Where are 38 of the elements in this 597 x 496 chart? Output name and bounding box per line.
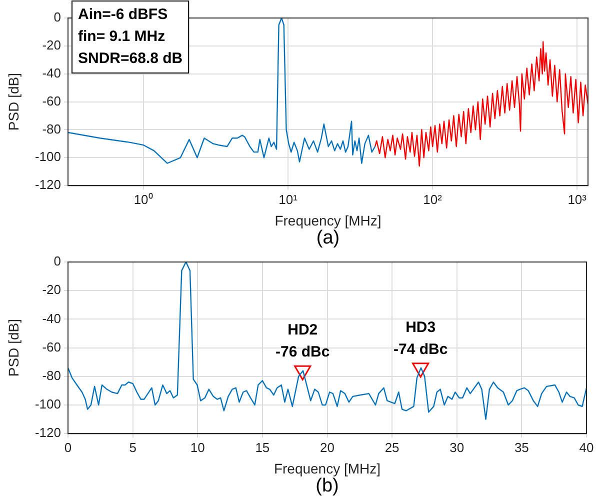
x-tick-label: 10³ [568,192,588,207]
x-tick-label: 10¹ [278,192,298,207]
y-tick-label: -20 [42,38,61,53]
y-tick-label: -40 [42,310,61,326]
y-tick-label: 0 [54,254,61,269]
y-tick-label: -80 [42,368,61,383]
y-tick-label: -80 [42,121,61,136]
x-axis-title: Frequency [MHz] [274,460,381,476]
x-tick-label: 40 [579,440,594,455]
y-tick-label: -20 [42,282,61,298]
y-tick-label: -120 [34,425,61,440]
annotation: Ain=-6 dBFS [78,6,168,24]
x-axis-title: Frequency [MHz] [274,212,382,228]
x-tick-label: 5 [129,440,136,455]
y-tick-label: -100 [34,396,61,412]
y-axis-title: PSD [dB] [5,319,22,377]
x-tick-label: 15 [255,440,270,455]
annotation: SNDR=68.8 dB [78,50,183,68]
x-tick-label: 10 [190,440,205,455]
y-tick-label: -40 [42,65,61,80]
x-tick-label: 10⁰ [134,192,154,207]
x-tick-label: 20 [320,440,334,455]
y-tick-label: -100 [34,149,61,164]
text: (b) [316,476,339,496]
x-tick-label: 25 [384,440,400,455]
annotation: fin= 9.1 MHz [78,28,166,46]
y-tick-label: 0 [54,10,61,25]
annotation: HD3 -74 dBc [393,318,448,358]
y-tick-label: -60 [42,339,61,354]
y-tick-label: -60 [42,93,61,108]
x-tick-label: 30 [450,440,464,455]
x-tick-label: 0 [64,440,72,455]
annotation: HD2 -76 dBc [276,322,330,361]
y-tick-label: -120 [34,177,61,192]
x-tick-label: 35 [514,440,529,455]
y-axis-title: PSD [dB] [5,73,22,131]
x-tick-label: 10² [423,192,443,207]
text: (a) [316,228,340,249]
